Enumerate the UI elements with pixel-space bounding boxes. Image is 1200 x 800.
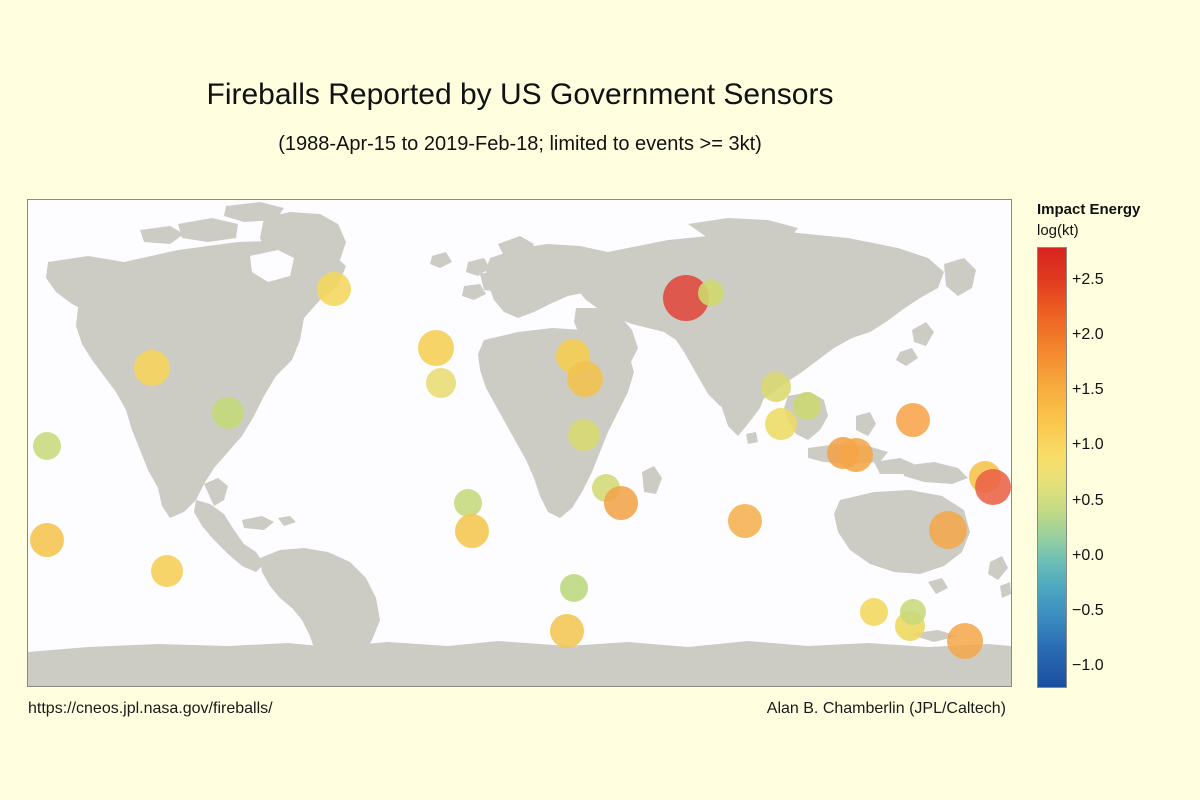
colorbar-tick-label: −0.5 (1072, 601, 1104, 619)
legend-units: log(kt) (1037, 222, 1079, 239)
fireball-point[interactable] (728, 504, 762, 538)
fireball-point[interactable] (151, 555, 183, 587)
colorbar-tick-label: −1.0 (1072, 656, 1104, 674)
world-map-landmass (28, 202, 1011, 686)
fireball-point[interactable] (975, 469, 1011, 505)
colorbar-tick-label: +0.5 (1072, 491, 1104, 509)
colorbar-tick-label: +1.0 (1072, 436, 1104, 454)
page-title: Fireballs Reported by US Government Sens… (206, 78, 834, 111)
fireball-point[interactable] (550, 614, 584, 648)
fireball-point[interactable] (567, 361, 603, 397)
fireball-point[interactable] (30, 523, 64, 557)
fireball-point[interactable] (793, 392, 821, 420)
fireball-points-layer (28, 200, 1011, 686)
fireball-point[interactable] (317, 272, 351, 306)
fireball-point[interactable] (698, 280, 724, 306)
credit-text: Alan B. Chamberlin (JPL/Caltech) (766, 700, 1006, 717)
source-url[interactable]: https://cneos.jpl.nasa.gov/fireballs/ (28, 700, 273, 717)
fireball-point[interactable] (839, 438, 873, 472)
legend-title: Impact Energy (1037, 201, 1141, 218)
fireball-point[interactable] (212, 397, 244, 429)
world-map-plot[interactable] (27, 199, 1012, 687)
fireball-point[interactable] (454, 489, 482, 517)
colorbar-tick-label: +2.5 (1072, 271, 1104, 289)
fireball-point[interactable] (765, 408, 797, 440)
fireball-point[interactable] (860, 598, 888, 626)
fireball-point[interactable] (947, 623, 983, 659)
fireball-point[interactable] (560, 574, 588, 602)
fireball-point[interactable] (929, 511, 967, 549)
fireball-point[interactable] (33, 432, 61, 460)
colorbar-ticks: +2.5 +2.0 +1.5 +1.0 +0.5 +0.0 −0.5 −1.0 (1072, 247, 1192, 688)
fireball-point[interactable] (134, 350, 170, 386)
fireball-point[interactable] (896, 403, 930, 437)
fireball-point[interactable] (900, 599, 926, 625)
colorbar-gradient (1037, 247, 1067, 688)
fireball-point[interactable] (455, 514, 489, 548)
fireball-point[interactable] (604, 486, 638, 520)
fireball-point[interactable] (761, 372, 791, 402)
fireball-point[interactable] (426, 368, 456, 398)
page-subtitle: (1988-Apr-15 to 2019-Feb-18; limited to … (278, 133, 762, 155)
fireball-point[interactable] (418, 330, 454, 366)
impact-energy-legend: Impact Energy log(kt) +2.5 +2.0 +1.5 +1.0 +0… (1034, 198, 1200, 698)
colorbar-tick-label: +1.5 (1072, 381, 1104, 399)
fireball-point[interactable] (568, 419, 600, 451)
colorbar-tick-label: +2.0 (1072, 326, 1104, 344)
colorbar-tick-label: +0.0 (1072, 546, 1104, 564)
